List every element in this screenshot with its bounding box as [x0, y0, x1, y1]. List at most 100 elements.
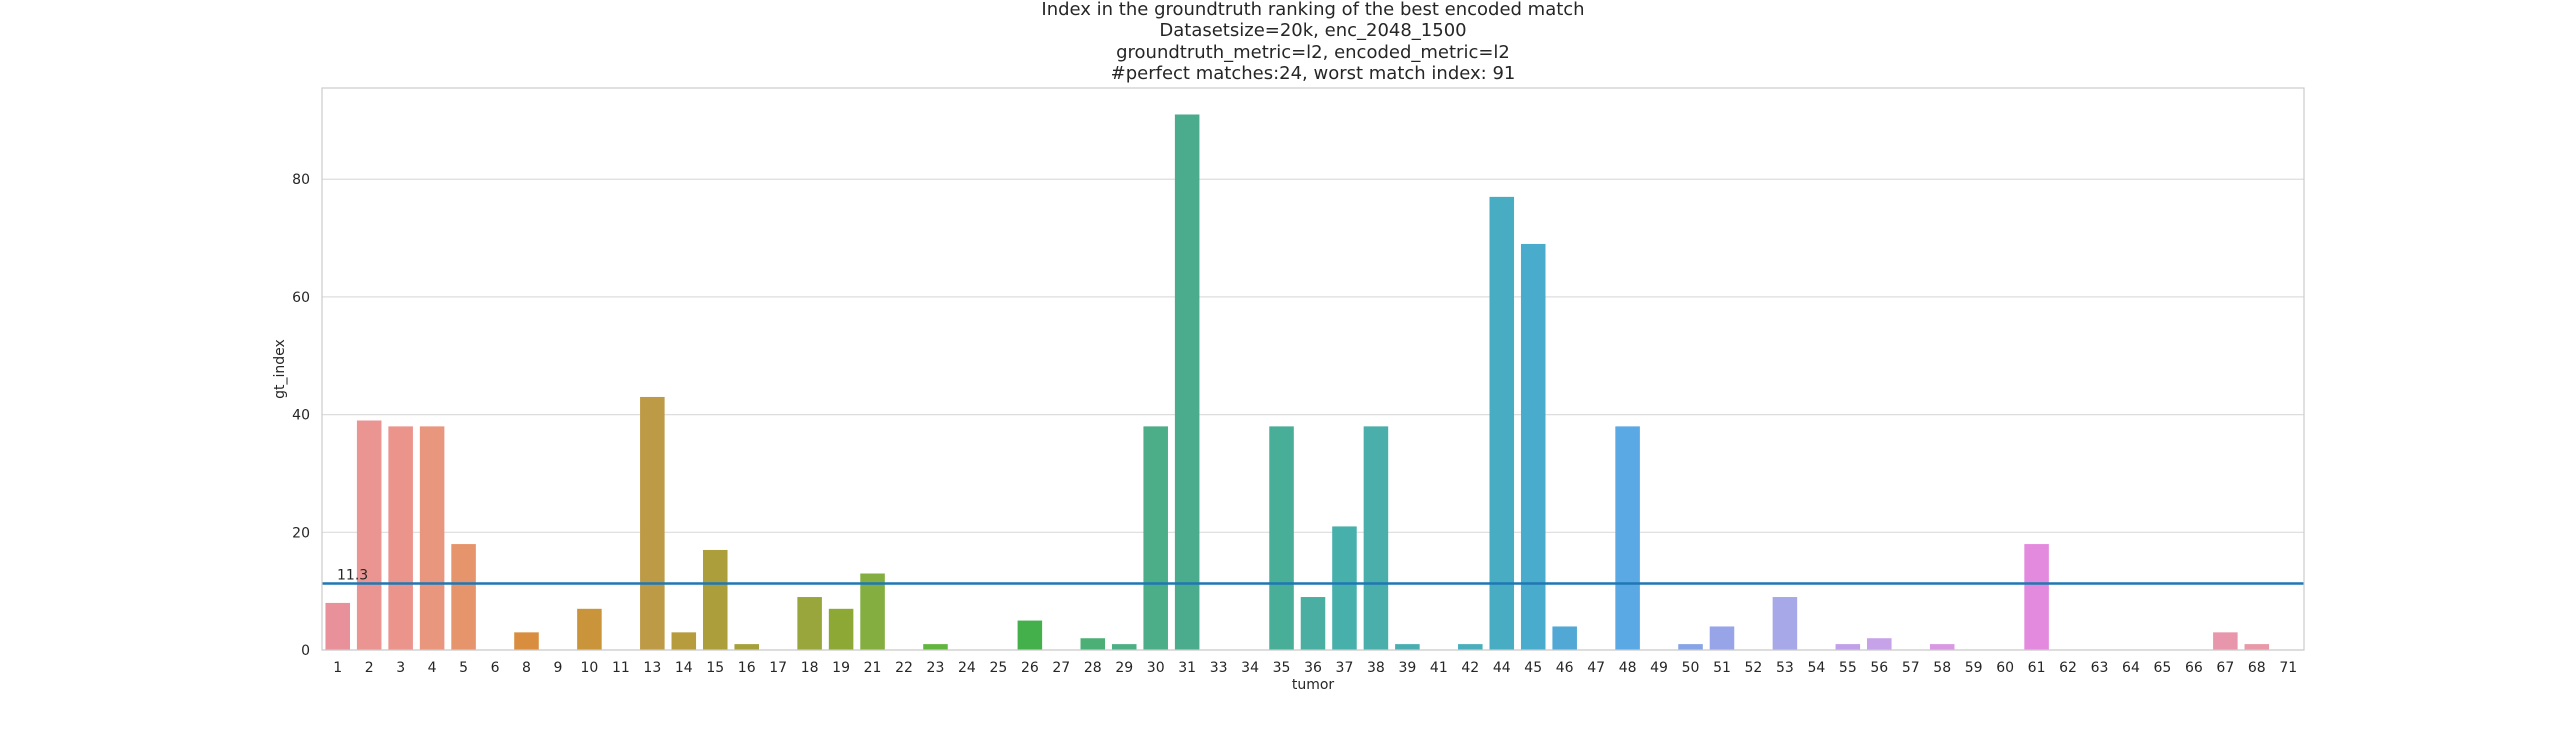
y-tick-label: 80 [292, 172, 310, 188]
x-tick-label: 8 [522, 660, 531, 676]
bar-tumor-58 [1929, 644, 1955, 650]
x-tick-label: 15 [706, 660, 724, 676]
x-tick-label: 9 [553, 660, 562, 676]
bar-tumor-55 [1835, 644, 1861, 650]
bar-tumor-18 [797, 597, 822, 650]
x-tick-label: 2 [365, 660, 374, 676]
x-tick-label: 23 [927, 660, 945, 676]
bar-tumor-39 [1395, 644, 1420, 650]
x-tick-label: 24 [958, 660, 976, 676]
x-tick-label: 33 [1210, 660, 1228, 676]
bar-tumor-10 [577, 608, 602, 650]
bar-tumor-26 [1017, 620, 1043, 650]
bar-tumor-35 [1269, 426, 1294, 650]
bar-tumor-56 [1867, 638, 1892, 650]
x-tick-label: 30 [1147, 660, 1165, 676]
x-tick-label: 42 [1461, 660, 1479, 676]
bar-tumor-3 [388, 426, 413, 650]
x-tick-label: 11 [612, 660, 630, 676]
bar-tumor-68 [2244, 644, 2270, 650]
x-tick-labels: 1 2 3 4 5 6 8 9 10 11 13 14 15 16 17 18 19 21 22 23 24 25 26 27… [333, 660, 2297, 676]
x-tick-label: 29 [1115, 660, 1133, 676]
chart-title: Index in the groundtruth ranking of the … [1041, 0, 1584, 84]
bar-tumor-48 [1615, 426, 1640, 650]
y-tick-label: 60 [292, 290, 310, 306]
x-tick-label: 4 [428, 660, 437, 676]
x-tick-label: 28 [1084, 660, 1102, 676]
x-tick-label: 45 [1524, 660, 1542, 676]
mean-line-group: 11.3 [322, 568, 2304, 585]
x-tick-label: 46 [1556, 660, 1574, 676]
x-tick-label: 19 [832, 660, 850, 676]
x-tick-label: 60 [1996, 660, 2014, 676]
bar-tumor-61 [2024, 544, 2049, 650]
x-tick-label: 39 [1398, 660, 1416, 676]
bar-tumor-4 [419, 426, 445, 650]
x-tick-label: 56 [1870, 660, 1888, 676]
x-tick-label: 10 [580, 660, 598, 676]
bar-tumor-36 [1300, 597, 1326, 650]
x-tick-label: 44 [1493, 660, 1511, 676]
x-tick-label: 52 [1745, 660, 1763, 676]
title-line-4: #perfect matches:24, worst match index: … [1111, 63, 1516, 84]
y-tick-label: 40 [292, 408, 310, 424]
x-tick-label: 58 [1933, 660, 1951, 676]
x-tick-label: 27 [1052, 660, 1070, 676]
x-tick-label: 48 [1619, 660, 1637, 676]
title-line-2: Datasetsize=20k, enc_2048_1500 [1159, 20, 1466, 41]
bar-tumor-21 [860, 573, 885, 650]
bar-tumor-50 [1678, 644, 1703, 650]
x-tick-label: 65 [2154, 660, 2172, 676]
plot-frame [321, 87, 2305, 651]
bar-tumor-23 [923, 644, 948, 650]
bar-tumor-8 [514, 632, 539, 650]
x-tick-label: 71 [2279, 660, 2297, 676]
x-tick-label: 54 [1807, 660, 1825, 676]
x-tick-label: 31 [1178, 660, 1196, 676]
x-tick-label: 63 [2091, 660, 2109, 676]
x-tick-label: 35 [1273, 660, 1291, 676]
x-tick-label: 49 [1650, 660, 1668, 676]
x-tick-label: 14 [675, 660, 693, 676]
x-tick-label: 57 [1902, 660, 1920, 676]
y-tick-labels: 0 20 40 60 80 [292, 172, 310, 659]
x-tick-label: 36 [1304, 660, 1322, 676]
x-tick-label: 3 [396, 660, 405, 676]
y-tick-label: 20 [292, 525, 310, 541]
bars [325, 114, 2270, 651]
x-tick-label: 18 [801, 660, 819, 676]
bar-tumor-45 [1520, 243, 1546, 651]
x-tick-label: 21 [864, 660, 882, 676]
bar-tumor-42 [1458, 644, 1483, 650]
x-tick-label: 50 [1682, 660, 1700, 676]
x-tick-label: 41 [1430, 660, 1448, 676]
y-tick-label: 0 [301, 643, 310, 659]
bar-tumor-44 [1489, 196, 1515, 650]
bar-tumor-30 [1143, 426, 1168, 650]
title-line-1: Index in the groundtruth ranking of the … [1041, 0, 1584, 20]
x-tick-label: 61 [2028, 660, 2046, 676]
x-tick-label: 55 [1839, 660, 1857, 676]
bar-tumor-16 [734, 644, 759, 650]
bar-tumor-46 [1552, 626, 1577, 650]
bar-tumor-67 [2213, 632, 2238, 650]
bar-tumor-53 [1772, 597, 1798, 650]
mean-line-label: 11.3 [337, 568, 368, 584]
x-tick-label: 37 [1336, 660, 1354, 676]
x-tick-label: 51 [1713, 660, 1731, 676]
bar-tumor-1 [325, 602, 350, 650]
x-tick-label: 5 [459, 660, 468, 676]
x-tick-label: 22 [895, 660, 913, 676]
x-axis-label: tumor [1292, 677, 1335, 693]
x-tick-label: 34 [1241, 660, 1259, 676]
grid-lines [322, 178, 2304, 651]
x-tick-label: 64 [2122, 660, 2140, 676]
bar-tumor-51 [1709, 626, 1735, 650]
x-tick-label: 67 [2216, 660, 2234, 676]
bar-tumor-13 [640, 396, 665, 650]
bar-tumor-2 [356, 420, 382, 650]
x-tick-label: 38 [1367, 660, 1385, 676]
x-tick-label: 26 [1021, 660, 1039, 676]
bar-tumor-14 [671, 632, 697, 650]
